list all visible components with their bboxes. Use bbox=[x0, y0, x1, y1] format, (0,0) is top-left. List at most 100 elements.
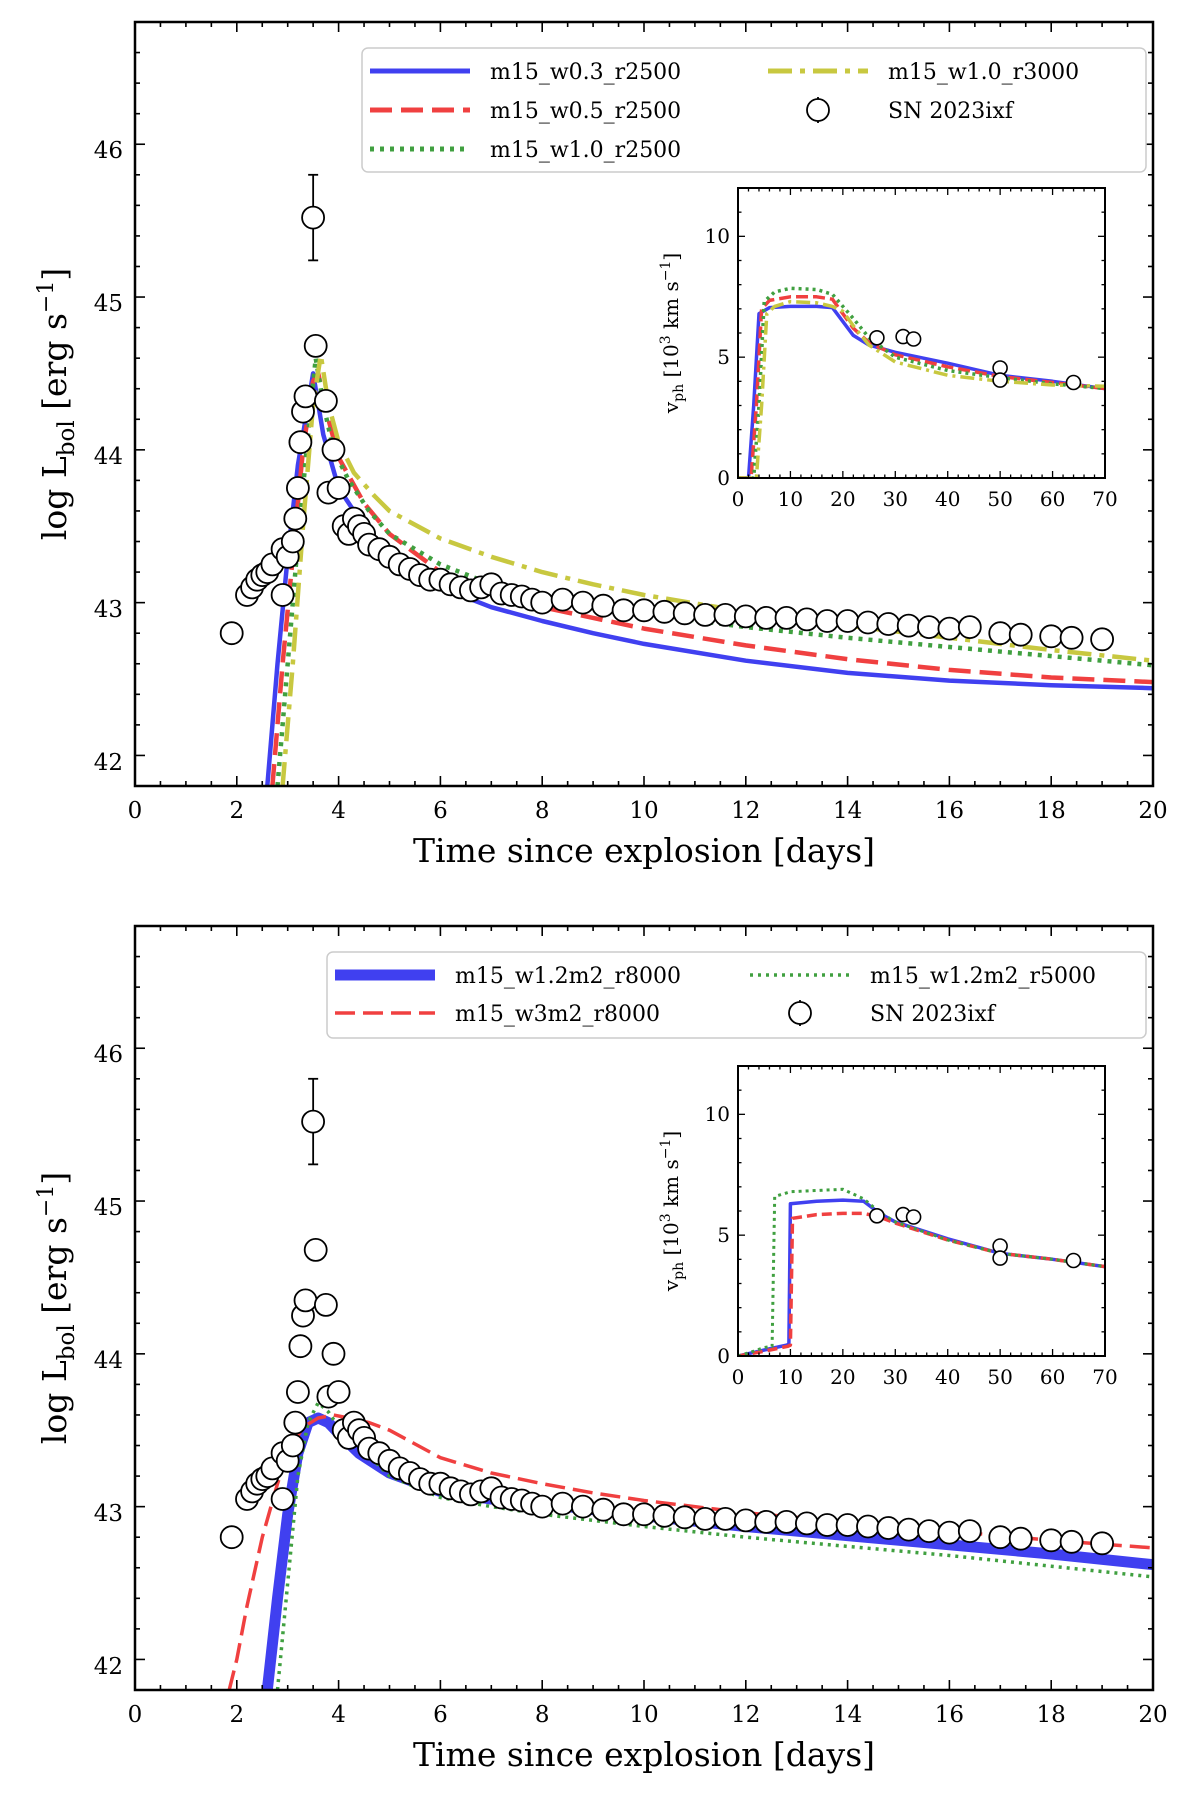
legend-label: SN 2023ixf bbox=[870, 1002, 997, 1027]
data-point bbox=[285, 476, 310, 500]
inset-ylabel-sup: −1 bbox=[658, 1139, 674, 1160]
x-tick-label: 10 bbox=[629, 1702, 658, 1728]
data-point bbox=[550, 1491, 575, 1516]
x-tick-label: 8 bbox=[535, 798, 550, 824]
inset-x-tick-label: 10 bbox=[778, 1365, 803, 1389]
data-point bbox=[774, 606, 799, 630]
data-point bbox=[280, 529, 305, 554]
data-point bbox=[283, 506, 308, 531]
y-axis-label-sub: bol bbox=[54, 1324, 80, 1360]
inset-data-point bbox=[1065, 374, 1082, 391]
inset-data-point bbox=[869, 1208, 885, 1224]
inset-series bbox=[738, 1187, 1105, 1356]
data-point bbox=[795, 1511, 819, 1536]
inset-ylabel-post: ] bbox=[659, 253, 683, 261]
data-point bbox=[219, 1525, 244, 1550]
data-point bbox=[693, 603, 717, 627]
inset-y-axis-label: vph [103 km s−1] bbox=[658, 253, 687, 414]
y-axis-label: log Lbol [erg s−1] bbox=[34, 1172, 80, 1444]
inset-ylabel-pre: v bbox=[659, 1279, 683, 1292]
inset-x-tick-label: 60 bbox=[1040, 487, 1065, 511]
legend-label: m15_w0.3_r2500 bbox=[490, 60, 681, 85]
data-point bbox=[321, 1341, 346, 1366]
inset-data-point bbox=[905, 1209, 922, 1225]
data-point bbox=[571, 1494, 595, 1519]
y-tick-label: 42 bbox=[94, 750, 123, 776]
y-axis-label-close: ] bbox=[35, 1172, 74, 1185]
panel-top-legend: m15_w0.3_r2500 m15_w0.5_r2500 m15_w1.0_r… bbox=[361, 47, 1147, 173]
panel-top-y-tick-labels: 42 43 44 45 46 bbox=[94, 138, 123, 776]
legend-label: m15_w0.5_r2500 bbox=[490, 99, 681, 124]
data-point bbox=[611, 598, 636, 623]
inset-ylabel-sup3: 3 bbox=[658, 1213, 674, 1222]
data-point bbox=[550, 587, 575, 612]
data-point bbox=[591, 593, 616, 618]
inset-ylabel-sup: −1 bbox=[658, 261, 674, 282]
data-point bbox=[313, 388, 338, 413]
inset-y-tick-label: 0 bbox=[717, 466, 730, 490]
y-tick-label: 43 bbox=[94, 1501, 123, 1527]
legend-marker-circle bbox=[788, 1001, 812, 1025]
inset-x-tick-label: 40 bbox=[935, 487, 960, 511]
legend-box bbox=[326, 951, 1147, 1039]
data-point bbox=[571, 590, 595, 615]
x-tick-label: 18 bbox=[1037, 798, 1066, 824]
panel-bottom-legend: m15_w1.2m2_r8000 m15_w3m2_r8000 m15_w1.2… bbox=[326, 951, 1147, 1039]
inset-y-tick-label: 5 bbox=[717, 1223, 730, 1247]
data-point bbox=[856, 1514, 880, 1539]
inset-x-tick-label: 20 bbox=[830, 487, 855, 511]
inset-background bbox=[738, 188, 1105, 478]
data-point bbox=[672, 1505, 697, 1530]
inset-background bbox=[738, 1066, 1105, 1356]
x-tick-label: 0 bbox=[128, 798, 143, 824]
inset-data-point bbox=[869, 329, 885, 346]
inset-x-tick-label: 20 bbox=[830, 1365, 855, 1389]
inset-series-line-m15_w1.0_r3000 bbox=[738, 299, 1105, 478]
data-point bbox=[917, 1519, 941, 1543]
series-line-m15_w1.0_r2500 bbox=[275, 355, 1153, 786]
data-point bbox=[326, 1380, 351, 1404]
inset-ticks bbox=[737, 1065, 1106, 1357]
data-point bbox=[288, 430, 313, 455]
y-tick-label: 46 bbox=[94, 1042, 123, 1068]
inset-x-tick-label: 50 bbox=[987, 487, 1012, 511]
inset-x-tick-label: 40 bbox=[935, 1365, 960, 1389]
inset-data-point bbox=[905, 331, 922, 347]
x-tick-label: 16 bbox=[935, 798, 964, 824]
data-point bbox=[326, 476, 351, 500]
data-point bbox=[1008, 622, 1033, 647]
legend-label: m15_w1.2m2_r8000 bbox=[455, 964, 681, 989]
y-axis-label-sub: bol bbox=[54, 420, 80, 456]
y-axis-label-main: log L bbox=[35, 1360, 74, 1444]
data-point bbox=[795, 607, 819, 632]
data-point bbox=[632, 1502, 656, 1527]
y-tick-label: 43 bbox=[94, 597, 123, 623]
inset-ylabel-sub: ph bbox=[671, 1262, 687, 1280]
inset-ylabel-pre: v bbox=[659, 401, 683, 414]
inset-series bbox=[738, 286, 1105, 478]
inset-series-line-m15_w0.5_r2500 bbox=[738, 295, 1105, 478]
panel-bottom: 0 2 4 6 8 10 12 14 16 18 20 42 43 44 45 … bbox=[34, 924, 1168, 1774]
panel-bottom-y-tick-labels: 42 43 44 45 46 bbox=[94, 1042, 123, 1680]
x-tick-label: 12 bbox=[731, 798, 760, 824]
data-point bbox=[937, 616, 962, 641]
x-tick-label: 2 bbox=[229, 798, 244, 824]
x-tick-label: 4 bbox=[331, 798, 346, 824]
inset-y-axis-label: vph [103 km s−1] bbox=[658, 1131, 687, 1292]
data-point bbox=[1039, 624, 1064, 649]
data-point bbox=[856, 610, 880, 635]
legend-marker-circle bbox=[806, 98, 830, 122]
legend-label: m15_w1.2m2_r5000 bbox=[870, 964, 1096, 989]
data-point bbox=[815, 609, 840, 633]
data-point bbox=[733, 604, 758, 629]
panel-top-x-tick-labels: 0 2 4 6 8 10 12 14 16 18 20 bbox=[128, 798, 1168, 824]
inset-y-tick-label: 10 bbox=[705, 1102, 730, 1126]
inset-series-line-m15_w1.2m2_r5000 bbox=[738, 1187, 1105, 1356]
x-tick-label: 18 bbox=[1037, 1702, 1066, 1728]
x-tick-label: 16 bbox=[935, 1702, 964, 1728]
panel-bottom-ticks bbox=[134, 925, 1154, 1691]
inset-data-point bbox=[1065, 1252, 1082, 1269]
inset-x-tick-label: 0 bbox=[732, 1365, 745, 1389]
x-tick-label: 20 bbox=[1138, 1702, 1167, 1728]
